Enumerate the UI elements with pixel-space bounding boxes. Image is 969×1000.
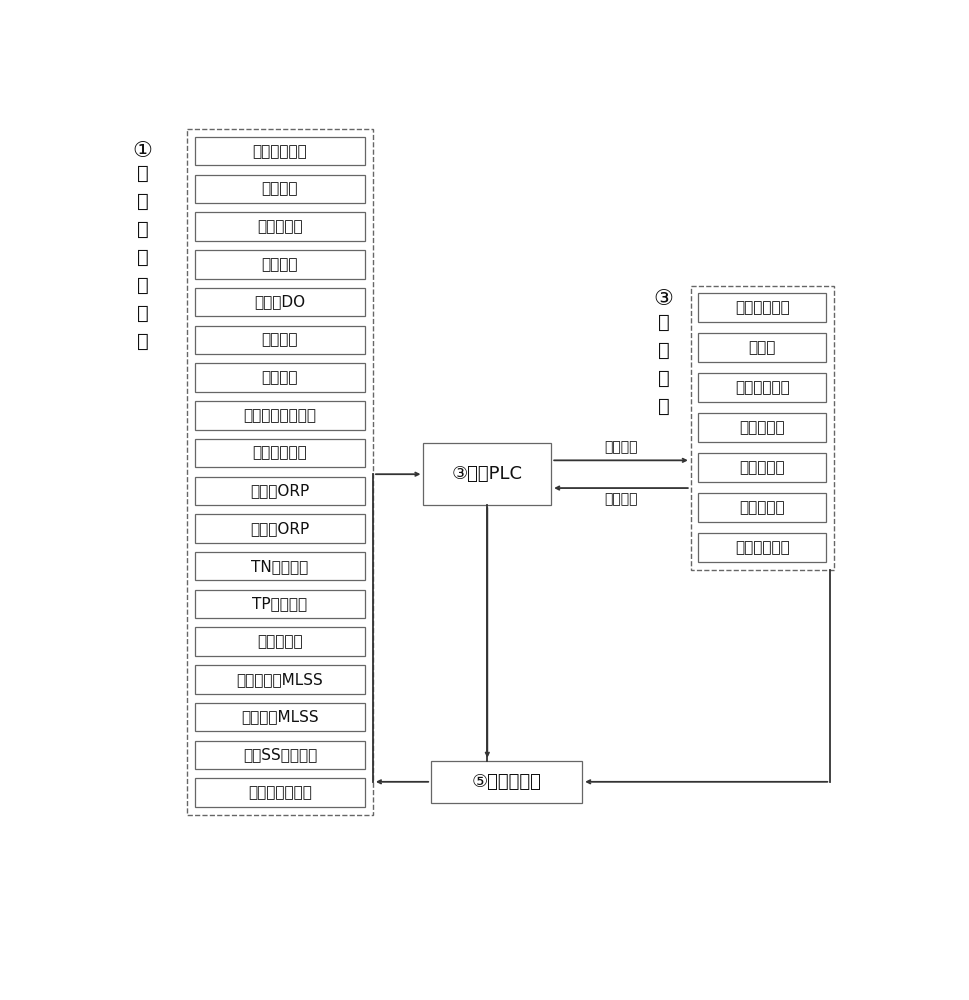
Text: 除磷投药泵: 除磷投药泵 <box>739 500 785 515</box>
Text: 厄氧池ORP: 厄氧池ORP <box>250 483 310 498</box>
Text: 曝气支管阀门: 曝气支管阀门 <box>735 380 790 395</box>
Text: 出水SS在线数据: 出水SS在线数据 <box>243 747 317 762</box>
Bar <box>195 401 365 430</box>
Text: 曝气支管阀门状态: 曝气支管阀门状态 <box>243 408 317 423</box>
Bar <box>195 137 365 165</box>
Text: 反馈信号: 反馈信号 <box>605 492 638 506</box>
Bar <box>195 212 365 241</box>
Text: 出水氨氮: 出水氨氮 <box>262 332 298 347</box>
Text: 进水水质: 进水水质 <box>262 257 298 272</box>
Bar <box>699 493 827 522</box>
Text: 出水总氮: 出水总氮 <box>262 370 298 385</box>
Bar <box>691 286 834 570</box>
Text: ⑤周期计时器: ⑤周期计时器 <box>472 773 542 791</box>
Bar <box>699 293 827 322</box>
Text: 污泥回流泵: 污泥回流泵 <box>739 420 785 435</box>
Text: 回流污泥MLSS: 回流污泥MLSS <box>241 710 319 725</box>
Bar <box>195 778 365 807</box>
Bar <box>195 175 365 203</box>
Text: ③: ③ <box>654 289 673 309</box>
Bar <box>195 703 365 731</box>
Text: TN在线数据: TN在线数据 <box>251 559 308 574</box>
Text: 消毒剂投加泵: 消毒剂投加泵 <box>735 540 790 555</box>
Text: TP在线数据: TP在线数据 <box>253 596 307 611</box>
Text: 二沉池进水MLSS: 二沉池进水MLSS <box>236 672 324 687</box>
Text: 支管水量: 支管水量 <box>262 181 298 196</box>
Bar <box>195 288 365 316</box>
Bar <box>195 665 365 694</box>
Text: 曝气支管气量: 曝气支管气量 <box>253 446 307 461</box>
Bar <box>195 514 365 543</box>
Bar <box>195 590 365 618</box>
Bar <box>195 326 365 354</box>
Bar <box>431 761 582 803</box>
Text: 执
行
机
构: 执 行 机 构 <box>658 312 670 416</box>
Text: 控制信号: 控制信号 <box>605 440 638 454</box>
Text: 进水总水量: 进水总水量 <box>257 219 302 234</box>
Bar <box>195 741 365 769</box>
Bar <box>195 439 365 467</box>
Bar <box>195 477 365 505</box>
Bar <box>195 250 365 279</box>
Text: 二沉池泥位: 二沉池泥位 <box>257 634 302 649</box>
Text: 缺氧池ORP: 缺氧池ORP <box>250 521 310 536</box>
Text: ①: ① <box>133 141 153 161</box>
Bar <box>187 129 373 815</box>
Text: 消毒池末端余氮: 消毒池末端余氮 <box>248 785 312 800</box>
Text: 各
调
控
因
子
数
据: 各 调 控 因 子 数 据 <box>137 164 148 351</box>
Text: ③中心PLC: ③中心PLC <box>452 465 523 483</box>
Bar <box>699 373 827 402</box>
Bar <box>195 363 365 392</box>
Bar <box>195 552 365 580</box>
Bar <box>699 533 827 562</box>
Text: 碳源投加泵: 碳源投加泵 <box>739 460 785 475</box>
Bar <box>699 413 827 442</box>
Text: 配水阀门状态: 配水阀门状态 <box>253 144 307 159</box>
Bar <box>195 627 365 656</box>
Text: 配水电动阀门: 配水电动阀门 <box>735 300 790 315</box>
Bar <box>699 453 827 482</box>
Bar <box>699 333 827 362</box>
Text: 鼓风机: 鼓风机 <box>749 340 776 355</box>
Bar <box>423 443 551 505</box>
Text: 生物池DO: 生物池DO <box>255 295 305 310</box>
